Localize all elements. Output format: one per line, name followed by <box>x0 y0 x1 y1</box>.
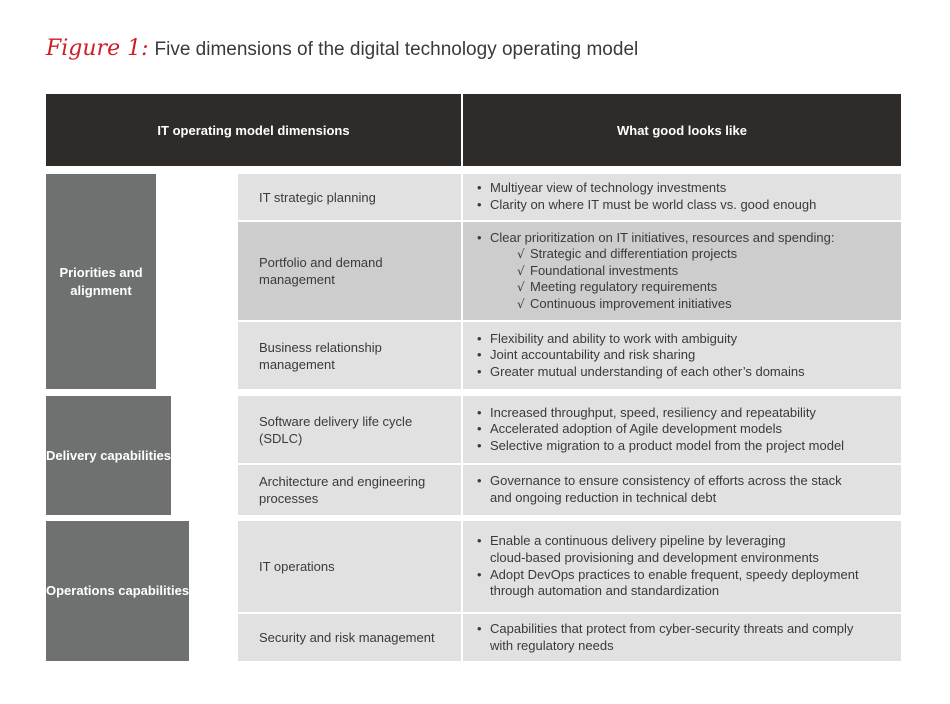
bullet-icon: • <box>477 437 482 453</box>
dimension-cell: IT operations <box>238 521 461 612</box>
bullet-item: • Greater mutual understanding of each ot… <box>477 363 805 379</box>
bullet-icon: • <box>477 566 482 582</box>
group-label: Delivery capabilities <box>46 447 172 463</box>
bullet-continuation: cloud-based provisioning and development… <box>490 549 819 565</box>
checkmark-icon: √ <box>517 296 525 311</box>
group-operations-capabilities: Operations capabilities <box>46 521 190 661</box>
dimension-label: Business relationship management <box>259 339 382 372</box>
bullet-icon: • <box>477 347 482 363</box>
bullet-continuation: with regulatory needs <box>490 637 614 653</box>
figure-title-text: Five dimensions of the digital technolog… <box>154 39 639 60</box>
dimension-cell: Software delivery life cycle (SDLC) <box>238 396 461 463</box>
bullet-continuation: through automation and standardization <box>490 583 720 599</box>
check-item: √ Foundational investments <box>517 262 679 278</box>
dimension-label: Security and risk management <box>259 630 435 645</box>
bullet-continuation: and ongoing reduction in technical debt <box>490 490 717 505</box>
check-item: √ Meeting regulatory requirements <box>517 279 718 295</box>
dimension-cell: IT strategic planning <box>238 174 461 220</box>
bullet-icon: • <box>477 229 482 245</box>
dimension-label: Architecture and engineering processes <box>259 474 426 506</box>
bullet-icon: • <box>477 330 482 346</box>
bullet-item: • Joint accountability and risk sharing <box>477 347 696 363</box>
checkmark-icon: √ <box>517 280 525 295</box>
group-label: Operations capabilities <box>46 583 190 598</box>
bullet-item: • Increased throughput, speed, resiliency… <box>477 404 816 420</box>
figure-label: Figure 1: <box>46 36 149 61</box>
bullet-icon: • <box>477 197 482 212</box>
checkmark-icon: √ <box>517 247 525 262</box>
bullet-item: • Enable a continuous delivery pipeline b… <box>477 533 786 549</box>
good-cell: • Enable a continuous delivery pipeline b… <box>463 521 901 612</box>
figure-title: Figure 1: Five dimensions of the digital … <box>46 36 638 63</box>
header-what-good-looks-like: What good looks like <box>463 94 901 166</box>
bullet-icon: • <box>477 533 482 549</box>
dimension-cell: Business relationship management <box>238 322 461 389</box>
bullet-item: • Selective migration to a product model … <box>477 437 845 453</box>
good-cell: • Governance to ensure consistency of eff… <box>463 465 901 515</box>
dimension-cell: Portfolio and demand management <box>238 222 461 320</box>
bullet-icon: • <box>477 620 482 636</box>
bullet-item: • Clarity on where IT must be world class… <box>477 197 817 212</box>
dimension-label: IT strategic planning <box>259 189 376 205</box>
dimension-cell: Security and risk management <box>238 614 461 661</box>
check-item: √ Strategic and differentiation projects <box>517 246 738 262</box>
bullet-item: • Clear prioritization on IT initiatives,… <box>477 229 835 245</box>
bullet-icon: • <box>477 421 482 437</box>
good-cell: • Multiyear view of technology investment… <box>463 174 901 220</box>
check-item: √ Continuous improvement initiatives <box>517 295 732 311</box>
group-priorities-alignment: Priorities and alignment <box>46 174 156 389</box>
bullet-item: • Capabilities that protect from cyber-se… <box>477 620 854 636</box>
bullet-icon: • <box>477 363 482 379</box>
dimension-label: Software delivery life cycle (SDLC) <box>259 413 413 446</box>
group-label: Priorities and alignment <box>59 264 143 298</box>
good-cell: • Capabilities that protect from cyber-se… <box>463 614 901 661</box>
bullet-icon: • <box>477 473 482 489</box>
bullet-item: • Multiyear view of technology investment… <box>477 180 727 196</box>
bullet-item: • Flexibility and ability to work with am… <box>477 330 738 346</box>
bullet-item: • Accelerated adoption of Agile developme… <box>477 421 782 437</box>
good-cell: • Flexibility and ability to work with am… <box>463 322 901 389</box>
dimension-cell: Architecture and engineering processes <box>238 465 461 515</box>
bullet-item: • Governance to ensure consistency of eff… <box>477 473 842 489</box>
bullet-item: • Adopt DevOps practices to enable freque… <box>477 566 859 582</box>
good-cell: • Increased throughput, speed, resiliency… <box>463 396 901 463</box>
bullet-icon: • <box>477 404 482 420</box>
group-delivery-capabilities: Delivery capabilities <box>46 396 172 515</box>
dimension-label: IT operations <box>259 559 335 574</box>
good-cell: • Clear prioritization on IT initiatives,… <box>463 222 901 320</box>
dimension-label: Portfolio and demand management <box>259 255 383 287</box>
header-dimensions: IT operating model dimensions <box>46 94 461 166</box>
bullet-icon: • <box>477 180 482 196</box>
checkmark-icon: √ <box>517 263 525 278</box>
